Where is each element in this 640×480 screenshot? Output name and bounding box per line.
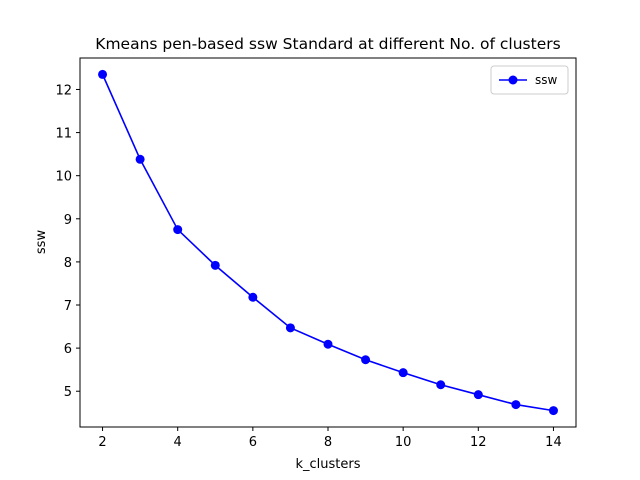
y-tick-label: 9: [64, 213, 72, 228]
data-point: [323, 339, 333, 349]
legend-marker: [508, 75, 518, 85]
y-tick-label: 5: [64, 385, 72, 400]
legend-box: [490, 65, 569, 95]
series-line-ssw: [101, 74, 554, 412]
y-tick-label: 11: [55, 127, 72, 142]
x-tick-label: 12: [470, 435, 487, 450]
data-point: [361, 355, 371, 365]
x-tick-label: 8: [324, 435, 332, 450]
data-point: [98, 69, 108, 79]
x-tick-label: 10: [395, 435, 412, 450]
x-tick-label: 14: [545, 435, 562, 450]
data-point: [173, 225, 183, 235]
chart-title: Kmeans pen-based ssw Standard at differe…: [95, 35, 560, 53]
data-point: [210, 260, 220, 270]
data-point: [248, 292, 258, 302]
axes-frame: [79, 57, 577, 428]
legend-label: ssw: [535, 73, 558, 87]
data-point: [398, 368, 408, 378]
data-point: [511, 400, 521, 410]
y-axis-label: ssw: [34, 230, 49, 255]
x-tick-label: 4: [174, 435, 182, 450]
y-tick-label: 12: [55, 83, 72, 98]
data-point: [548, 406, 558, 416]
data-point: [135, 154, 145, 164]
plot-area: 2 4 6 8 10 12 14 5 6 7 8 9 10 11 12 ssw: [55, 57, 577, 450]
data-point: [285, 323, 295, 333]
data-point: [436, 380, 446, 390]
data-point: [473, 390, 483, 400]
y-tick-label: 10: [55, 170, 72, 185]
x-tick-label: 2: [98, 435, 106, 450]
y-tick-label: 6: [64, 342, 72, 357]
x-axis-label: k_clusters: [295, 457, 360, 472]
y-tick-label: 8: [64, 256, 72, 271]
y-tick-label: 7: [64, 299, 72, 314]
x-tick-label: 6: [249, 435, 257, 450]
